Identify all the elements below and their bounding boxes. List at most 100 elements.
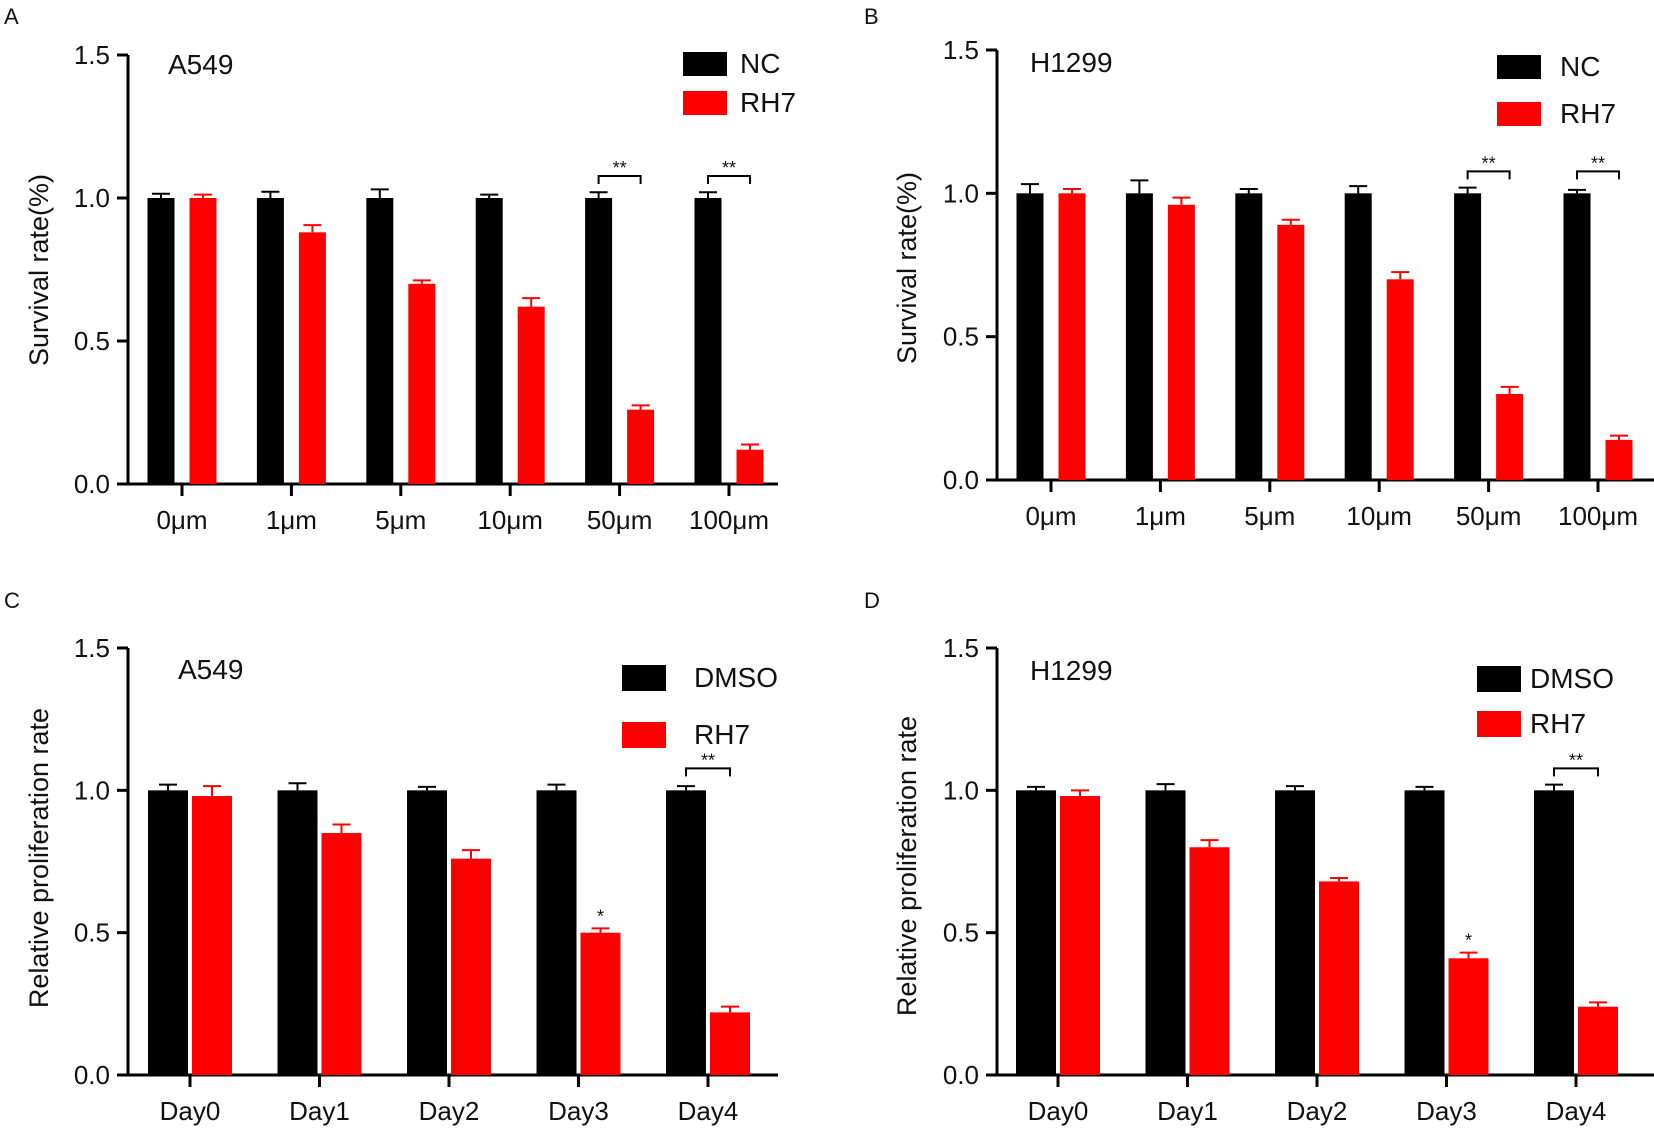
- bar-nc: [1344, 193, 1372, 481]
- bar-rh7: [1060, 796, 1100, 1075]
- y-axis-label: Survival rate(%): [24, 174, 54, 366]
- bar-nc: [1563, 193, 1591, 481]
- legend-item-rh7: RH7: [683, 87, 796, 118]
- x-tick-label: 10μm: [477, 505, 543, 535]
- y-tick-label: 0.0: [943, 1060, 979, 1090]
- legend-label-rh7: RH7: [740, 87, 796, 118]
- legend-swatch-rh7: [622, 722, 666, 748]
- y-tick-label: 1.0: [74, 183, 110, 213]
- x-tick-label: Day1: [1157, 1096, 1218, 1126]
- bar-rh7: [189, 198, 217, 484]
- bar-rh7: [580, 932, 621, 1075]
- bar-rh7: [1496, 394, 1524, 480]
- significance-bracket: [597, 175, 642, 184]
- x-tick-label: Day2: [1287, 1096, 1348, 1126]
- panel-d-chart: D H1299 Relative proliferation rate DMSO…: [864, 588, 1654, 1126]
- panel-letter: B: [864, 4, 879, 29]
- x-tick-label: 1μm: [1135, 501, 1186, 531]
- x-tick-label: Day3: [548, 1096, 609, 1126]
- y-tick-label: 0.0: [74, 1060, 110, 1090]
- x-tick-label: Day2: [419, 1096, 480, 1126]
- bar-rh7: [1386, 279, 1414, 480]
- significance-marker: **: [1569, 750, 1583, 770]
- bar-dmso: [1534, 790, 1574, 1075]
- bar-rh7: [1578, 1006, 1618, 1075]
- bar-rh7: [517, 306, 545, 484]
- bar-dmso: [536, 790, 577, 1075]
- significance-bracket: [1553, 767, 1599, 777]
- y-tick-label: 0.5: [74, 918, 110, 948]
- bar-dmso: [1275, 790, 1315, 1075]
- bar-nc: [147, 198, 175, 484]
- legend-item-dmso: DMSO: [622, 662, 778, 693]
- bar-rh7: [1058, 193, 1086, 481]
- panel-c-chart: C A549 Relative proliferation rate DMSO …: [4, 588, 778, 1126]
- bar-dmso: [666, 790, 706, 1075]
- bar-dmso: [277, 790, 318, 1075]
- bar-rh7: [736, 449, 764, 484]
- x-tick-label: 50μm: [1456, 501, 1522, 531]
- bar-rh7: [710, 1012, 750, 1075]
- legend-swatch-rh7: [1497, 102, 1541, 126]
- bar-nc: [694, 198, 722, 484]
- legend-item-dmso: DMSO: [1477, 663, 1614, 694]
- y-tick-label: 1.5: [74, 40, 110, 70]
- panel-a-chart: A A549 Survival rate(%) NC RH7 0.0 0.5 1.0…: [4, 4, 796, 535]
- bar-rh7: [192, 796, 232, 1075]
- legend-swatch-rh7: [1477, 711, 1521, 737]
- bar-rh7: [1167, 204, 1195, 481]
- legend-item-rh7: RH7: [622, 719, 750, 750]
- legend-swatch-nc: [683, 52, 727, 76]
- x-tick-label: 100μm: [1558, 501, 1638, 531]
- y-tick-label: 1.5: [943, 35, 979, 65]
- significance-bracket: [1576, 170, 1620, 180]
- x-tick-label: Day3: [1416, 1096, 1477, 1126]
- bar-nc: [1235, 193, 1263, 481]
- significance-marker: **: [613, 158, 627, 178]
- bar-nc: [366, 198, 394, 484]
- bar-rh7: [1277, 224, 1305, 480]
- y-tick-label: 1.0: [943, 775, 979, 805]
- legend-label-dmso: DMSO: [694, 662, 778, 693]
- legend-item-rh7: RH7: [1477, 708, 1586, 739]
- bar-dmso: [148, 790, 188, 1075]
- y-tick-label: 1.0: [943, 178, 979, 208]
- x-tick-label: 10μm: [1346, 501, 1412, 531]
- y-axis-label: Relative proliferation rate: [24, 708, 54, 1008]
- legend-item-nc: NC: [683, 48, 780, 79]
- y-tick-label: 0.0: [74, 469, 110, 499]
- significance-marker: **: [1591, 153, 1605, 173]
- bar-dmso: [1016, 790, 1056, 1075]
- bar-nc: [256, 198, 284, 484]
- bar-dmso: [407, 790, 447, 1075]
- bar-rh7: [1605, 439, 1633, 480]
- legend-label-rh7: RH7: [694, 719, 750, 750]
- bar-dmso: [1145, 790, 1186, 1075]
- legend-swatch-dmso: [1477, 666, 1521, 692]
- legend-label-dmso: DMSO: [1530, 663, 1614, 694]
- y-tick-label: 1.5: [943, 633, 979, 663]
- significance-marker: **: [701, 750, 715, 770]
- bar-rh7: [1448, 958, 1489, 1075]
- y-tick-label: 1.0: [74, 775, 110, 805]
- legend-label-nc: NC: [1560, 51, 1600, 82]
- chart-title: H1299: [1030, 47, 1113, 78]
- chart-title: H1299: [1030, 655, 1113, 686]
- significance-bracket: [707, 175, 751, 184]
- legend-swatch-nc: [1497, 55, 1541, 79]
- panel-b-chart: B H1299 Survival rate(%) NC RH7 0.0 0.5 1.…: [864, 4, 1654, 531]
- significance-marker: *: [597, 906, 604, 926]
- bar-rh7: [408, 283, 436, 484]
- bar-nc: [1016, 193, 1044, 481]
- x-tick-label: 0μm: [156, 505, 207, 535]
- bar-rh7: [1189, 847, 1230, 1075]
- x-tick-label: Day4: [678, 1096, 739, 1126]
- y-axis-label: Survival rate(%): [892, 172, 922, 364]
- legend-swatch-rh7: [683, 91, 727, 115]
- chart-title: A549: [168, 49, 233, 80]
- significance-marker: **: [722, 158, 736, 178]
- y-tick-label: 0.5: [74, 326, 110, 356]
- significance-marker: **: [1482, 153, 1496, 173]
- legend-swatch-dmso: [622, 665, 666, 691]
